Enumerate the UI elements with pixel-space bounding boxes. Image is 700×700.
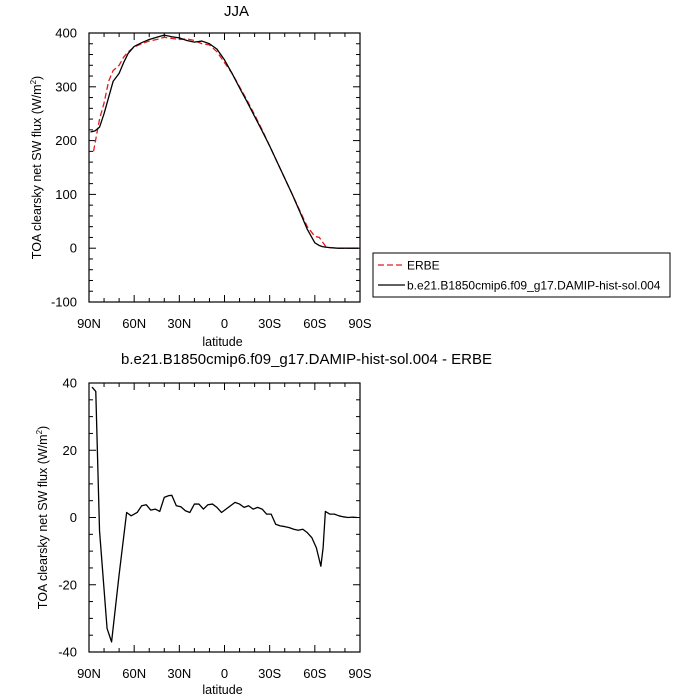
y-tick-label: 0: [70, 510, 77, 525]
series-line-1: [91, 386, 358, 643]
y-tick-label: 20: [63, 443, 77, 458]
x-tick-label: 90N: [77, 666, 101, 681]
y-tick-label: 100: [55, 187, 77, 202]
x-tick-label: 0: [221, 316, 228, 331]
series-line-2: [90, 34, 359, 249]
x-tick-label: 90S: [348, 666, 371, 681]
x-tick-label: 90S: [348, 316, 371, 331]
y-tick-label: 400: [55, 26, 77, 41]
y-axis-label: TOA clearsky net SW flux (W/m2): [29, 76, 44, 259]
chart-title: JJA: [224, 3, 249, 20]
x-tick-label: 30S: [258, 316, 281, 331]
legend: ERBE b.e21.B1850cmip6.f09_g17.DAMIP-hist-…: [372, 252, 671, 298]
chart-1: 90N 60N 30N 0 30S 60S 90S -100 0 100 200 300 400 JJA l…: [29, 3, 671, 349]
y-tick-label: 200: [55, 133, 77, 148]
x-tick-label: 0: [221, 666, 228, 681]
x-axis-label: latitude: [202, 683, 242, 697]
x-tick-label: 30S: [258, 666, 281, 681]
plot-frame: [88, 32, 361, 303]
y-tick-label: 300: [55, 79, 77, 94]
x-tick-label: 60N: [122, 316, 146, 331]
x-axis-label: latitude: [202, 335, 242, 349]
series-line-1: [92, 36, 359, 249]
x-tick-label: 60S: [303, 316, 326, 331]
y-tick-label: -100: [51, 295, 77, 310]
legend-box: [372, 252, 671, 298]
plot-frame: [88, 382, 361, 653]
x-tick-label: 30N: [167, 666, 191, 681]
x-tick-label: 60S: [303, 666, 326, 681]
chart-title: b.e21.B1850cmip6.f09_g17.DAMIP-hist-sol.…: [121, 351, 492, 368]
y-tick-label: -40: [58, 645, 77, 660]
x-tick-label: 60N: [122, 666, 146, 681]
y-tick-label: -20: [58, 577, 77, 592]
y-tick-label: 40: [63, 376, 77, 391]
chart-2: 90N 60N 30N 0 30S 60S 90S -40 -20 0 20 40 b.e21.B185…: [35, 351, 492, 697]
y-tick-label: 0: [70, 241, 77, 256]
x-tick-label: 30N: [167, 316, 191, 331]
legend-entry-label: ERBE: [407, 259, 440, 273]
legend-entry-label: b.e21.B1850cmip6.f09_g17.DAMIP-hist-sol.…: [407, 279, 661, 293]
x-tick-label: 90N: [77, 316, 101, 331]
y-axis-label: TOA clearsky net SW flux (W/m2): [35, 426, 50, 609]
